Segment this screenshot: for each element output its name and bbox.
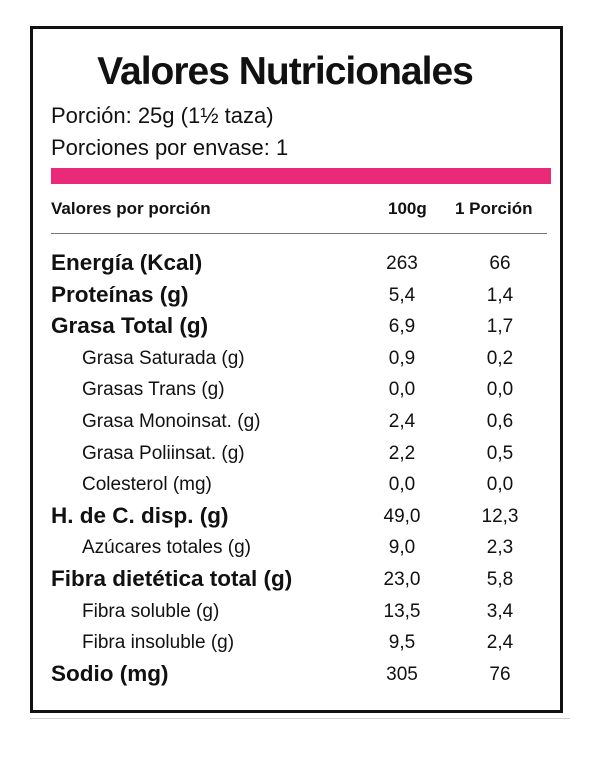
value-per-100g: 23,0 — [383, 568, 421, 590]
nutrient-name: H. de C. disp. (g) — [51, 502, 229, 528]
value-per-serving: 0,5 — [486, 442, 514, 464]
nutrient-row: Grasa Monoinsat. (g) 2,4 0,6 — [51, 408, 551, 440]
table-header: Valores por porción 100g 1 Porción — [51, 199, 551, 223]
value-per-serving: 3,4 — [486, 600, 514, 622]
nutrient-name: Colesterol (mg) — [82, 474, 212, 496]
nutrient-name: Grasa Saturada (g) — [82, 347, 245, 369]
nutrient-name: Fibra dietética total (g) — [51, 565, 293, 591]
value-per-serving: 66 — [489, 253, 511, 274]
nutrition-label-frame — [30, 26, 563, 713]
value-per-100g: 263 — [386, 253, 418, 274]
nutrient-row: Colesterol (mg) 0,0 0,0 — [51, 471, 551, 503]
nutrient-name: Fibra soluble (g) — [82, 600, 220, 622]
header-label: Valores por porción — [51, 199, 211, 218]
nutrient-row: Grasas Trans (g) 0,0 0,0 — [51, 376, 551, 408]
nutrient-row: Energía (Kcal) 263 66 — [51, 250, 551, 282]
value-per-serving: 1,7 — [486, 316, 514, 338]
value-per-serving: 76 — [489, 663, 511, 685]
value-per-100g: 13,5 — [383, 600, 421, 622]
nutrient-row: Grasa Total (g) 6,9 1,7 — [51, 313, 551, 345]
servings-per-container: Porciones por envase: 1 — [51, 135, 289, 160]
nutrient-name: Energía (Kcal) — [51, 250, 203, 275]
nutrient-row: Proteínas (g) 5,4 1,4 — [51, 282, 551, 314]
nutrient-row: Azúcares totales (g) 9,0 2,3 — [51, 534, 551, 566]
value-per-serving: 0,0 — [486, 474, 514, 496]
value-per-100g: 2,2 — [388, 442, 416, 464]
value-per-100g: 49,0 — [383, 505, 421, 527]
nutrient-name: Grasa Total (g) — [51, 313, 209, 339]
nutrient-name: Grasas Trans (g) — [82, 379, 225, 401]
serving-size: Porción: 25g (1½ taza) — [51, 103, 274, 128]
nutrient-row: Fibra dietética total (g) 23,0 5,8 — [51, 566, 551, 598]
value-per-serving: 1,4 — [486, 284, 514, 306]
nutrient-name: Azúcares totales (g) — [82, 537, 251, 559]
header-divider — [51, 233, 547, 234]
nutrient-row: Fibra soluble (g) 13,5 3,4 — [51, 598, 551, 630]
nutrient-name: Proteínas (g) — [51, 281, 189, 307]
value-per-100g: 0,0 — [388, 379, 416, 401]
nutrient-row: Grasa Saturada (g) 0,9 0,2 — [51, 345, 551, 377]
label-title: Valores Nutricionales — [97, 50, 474, 93]
value-per-100g: 5,4 — [388, 284, 416, 306]
nutrient-row: Sodio (mg) 305 76 — [51, 661, 551, 693]
nutrient-row: Grasa Poliinsat. (g) 2,2 0,5 — [51, 440, 551, 472]
nutrient-name: Fibra insoluble (g) — [82, 632, 235, 654]
header-per-serving: 1 Porción — [455, 199, 533, 218]
value-per-100g: 305 — [386, 663, 418, 685]
value-per-serving: 0,2 — [486, 347, 514, 369]
value-per-100g: 0,9 — [388, 347, 416, 369]
header-per-100g: 100g — [388, 199, 427, 218]
value-per-100g: 6,9 — [388, 316, 416, 338]
nutrient-row: Fibra insoluble (g) 9,5 2,4 — [51, 629, 551, 661]
value-per-100g: 2,4 — [388, 410, 416, 432]
nutrient-table: Energía (Kcal) 263 66 Proteínas (g) 5,4 1,4 Gr… — [51, 250, 551, 692]
nutrient-name: Grasa Poliinsat. (g) — [82, 442, 245, 464]
accent-divider-bar — [51, 168, 551, 184]
value-per-100g: 9,0 — [388, 537, 416, 559]
nutrient-name: Grasa Monoinsat. (g) — [82, 410, 261, 432]
value-per-serving: 2,3 — [486, 537, 514, 559]
page-divider — [30, 718, 570, 719]
value-per-serving: 12,3 — [481, 505, 519, 527]
value-per-serving: 2,4 — [486, 632, 514, 654]
value-per-serving: 0,0 — [486, 379, 514, 401]
nutrient-name: Sodio (mg) — [51, 660, 169, 686]
value-per-serving: 5,8 — [486, 568, 514, 590]
value-per-100g: 0,0 — [388, 474, 416, 496]
value-per-serving: 0,6 — [486, 410, 514, 432]
value-per-100g: 9,5 — [388, 632, 416, 654]
nutrient-row: H. de C. disp. (g) 49,0 12,3 — [51, 503, 551, 535]
